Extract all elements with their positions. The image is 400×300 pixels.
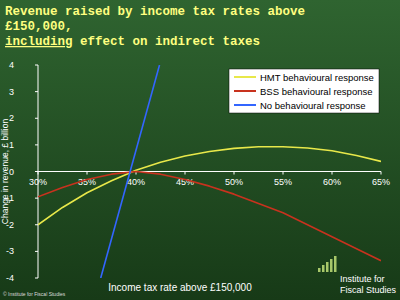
series-line	[101, 65, 160, 278]
series-group	[38, 65, 381, 278]
copyright: © Institute for Fiscal Studies	[3, 291, 66, 297]
x-tick-label: 30%	[29, 177, 47, 187]
x-tick-label: 50%	[225, 177, 243, 187]
x-tick-label: 65%	[372, 177, 390, 187]
x-axis-label: Income tax rate above £150,000	[108, 282, 252, 293]
y-tick	[35, 224, 38, 225]
x-tick	[185, 172, 186, 175]
legend-box	[229, 69, 379, 113]
x-tick-label: 40%	[127, 177, 145, 187]
x-tick	[38, 172, 39, 175]
y-tick	[35, 144, 38, 145]
logo-bar	[322, 265, 325, 272]
y-tick	[35, 118, 38, 119]
title: including effect on indirect taxes	[5, 35, 260, 49]
title: £150,000,	[5, 20, 73, 34]
logo-text: Fiscal Studies	[340, 285, 397, 295]
logo-bar	[330, 259, 333, 272]
x-tick	[87, 172, 88, 175]
legend-label: HMT behavioural response	[260, 72, 374, 83]
y-tick	[35, 65, 38, 66]
legend-label: No behavioural response	[260, 100, 366, 111]
y-tick-label: -3	[6, 246, 14, 256]
series-line	[38, 172, 381, 261]
y-tick-label: -4	[6, 273, 14, 283]
logo-text: Institute for	[340, 274, 385, 284]
x-axis	[38, 171, 381, 172]
x-tick-label: 60%	[323, 177, 341, 187]
legend-swatch	[234, 90, 256, 92]
y-tick-label: 4	[9, 60, 14, 70]
logo-bar	[326, 262, 329, 272]
logo-bar	[318, 268, 321, 272]
y-tick	[35, 198, 38, 199]
y-axis	[38, 65, 39, 278]
x-tick	[234, 172, 235, 175]
x-tick	[283, 172, 284, 175]
y-tick	[35, 251, 38, 252]
y-tick	[35, 278, 38, 279]
x-tick	[381, 172, 382, 175]
y-tick-label: 3	[9, 87, 14, 97]
logo-bar	[334, 256, 337, 272]
legend-swatch	[234, 104, 256, 106]
title-emphasis: including	[5, 35, 73, 49]
legend-label: BSS behavioural response	[260, 86, 373, 97]
title: Revenue raised by income tax rates above	[5, 5, 305, 19]
y-tick	[35, 91, 38, 92]
background	[0, 0, 400, 300]
chart: Revenue raised by income tax rates above…	[0, 0, 400, 300]
y-axis-label: Change in revenue, £ billion	[0, 119, 10, 225]
x-tick-label: 55%	[274, 177, 292, 187]
title-rest: effect on indirect taxes	[73, 35, 261, 49]
x-tick	[332, 172, 333, 175]
legend-swatch	[234, 76, 256, 78]
